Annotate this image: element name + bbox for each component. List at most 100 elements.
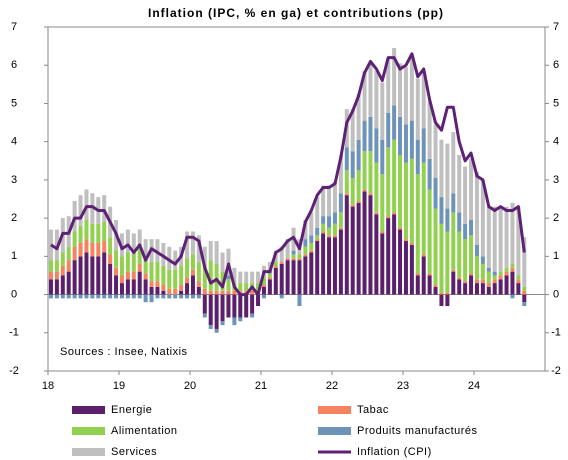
y2-tick-label: -1 [551, 327, 561, 339]
bar-segment [332, 223, 337, 236]
bar-segment [421, 128, 426, 163]
bar-segment [486, 267, 491, 272]
bar-segment [492, 275, 497, 280]
bar-segment [238, 283, 243, 291]
bar-segment [102, 252, 107, 295]
bar-segment [457, 277, 462, 280]
bar-segment [119, 294, 124, 299]
bar-segment [480, 279, 485, 284]
bar-segment [445, 231, 450, 293]
x-tick-label: 20 [184, 380, 196, 392]
bar-segment [202, 265, 207, 289]
bar-segment [161, 242, 166, 266]
bar-segment [143, 239, 148, 259]
bar-segment [439, 197, 444, 224]
bar-segment [492, 206, 497, 272]
bar-segment [279, 246, 284, 263]
bar-segment [380, 82, 385, 140]
bar-segment [84, 294, 89, 299]
bar-segment [338, 227, 343, 230]
bar-segment [522, 294, 527, 303]
bar-segment [131, 294, 136, 299]
bar-segment [179, 285, 184, 291]
bar-segment [114, 294, 119, 299]
bar-segment [504, 267, 509, 272]
bar-segment [380, 231, 385, 234]
bar-segment [108, 294, 113, 299]
bar-segment [137, 271, 142, 295]
bar-segment [344, 147, 349, 171]
bar-segment [486, 283, 491, 287]
bar-segment [480, 256, 485, 264]
y-tick-label: 6 [11, 59, 17, 71]
legend-swatch [318, 406, 351, 414]
bar-segment [267, 277, 272, 280]
y2-tick-label: -2 [551, 365, 561, 377]
bar-segment [149, 286, 154, 295]
legend-swatch [72, 406, 105, 414]
bar-segment [161, 294, 166, 299]
bar-segment [327, 237, 332, 295]
bar-segment [273, 262, 278, 266]
bar-segment [350, 109, 355, 152]
bar-segment [78, 225, 83, 243]
bar-segment [469, 220, 474, 236]
y-tick-label: 1 [11, 250, 17, 262]
bar-segment [510, 267, 515, 272]
bar-segment [48, 229, 53, 261]
bar-segment [374, 214, 379, 295]
bar-segment [125, 252, 130, 272]
bar-segment [90, 256, 95, 295]
bar-segment [315, 239, 320, 242]
bar-segment [84, 220, 89, 240]
bar-segment [131, 271, 136, 280]
bar-segment [386, 147, 391, 217]
bar-segment [143, 279, 148, 295]
bar-segment [427, 101, 432, 159]
bar-segment [421, 162, 426, 255]
bar-segment [190, 275, 195, 295]
bar-segment [433, 177, 438, 209]
bar-segment [285, 260, 290, 295]
x-tick-label: 22 [326, 380, 338, 392]
bar-segment [137, 229, 142, 249]
bar-segment [392, 139, 397, 213]
bar-segment [451, 271, 456, 295]
bar-segment [179, 265, 184, 285]
bar-segment [119, 275, 124, 284]
bar-segment [108, 254, 113, 264]
bar-segment [386, 216, 391, 219]
bar-segment [480, 283, 485, 295]
bar-segment [303, 220, 308, 240]
bar-segment [344, 170, 349, 194]
bar-segment [279, 262, 284, 264]
bar-segment [510, 294, 515, 299]
bar-segment [267, 273, 272, 278]
bar-segment [368, 195, 373, 295]
bar-segment [173, 294, 178, 299]
bar-segment [368, 151, 373, 194]
bar-segment [439, 139, 444, 198]
bar-segment [303, 239, 308, 247]
bar-segment [190, 231, 195, 255]
bar-segment [78, 195, 83, 226]
bar-segment [279, 294, 284, 299]
y-tick-label: 0 [11, 288, 17, 300]
bar-segment [474, 279, 479, 284]
bar-segment [516, 279, 521, 284]
bar-segment [451, 212, 456, 270]
bar-segment [392, 214, 397, 295]
bar-segment [54, 260, 59, 272]
y-tick-label: 3 [11, 174, 17, 186]
bar-segment [409, 242, 414, 245]
bar-segment [196, 235, 201, 263]
bar-segment [291, 258, 296, 261]
bar-segment [131, 279, 136, 295]
bar-segment [84, 239, 89, 253]
bar-segment [72, 294, 77, 299]
bar-segment [84, 252, 89, 295]
bar-segment [403, 241, 408, 295]
bar-segment [125, 279, 130, 295]
bar-segment [250, 294, 255, 314]
